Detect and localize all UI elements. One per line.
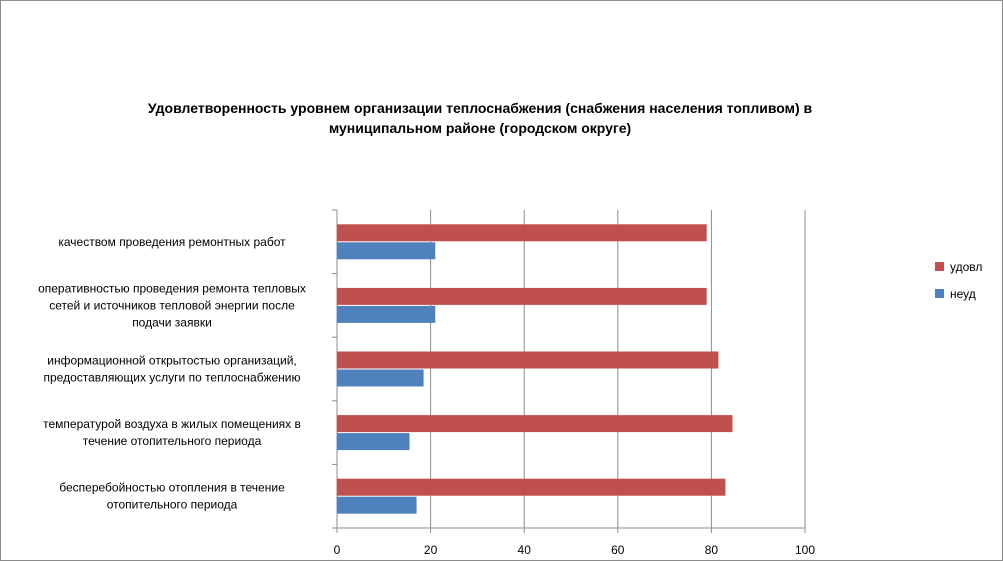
category-label-line: отопительного периода [107,498,238,512]
legend-label-neud: неуд [950,287,976,301]
category-label-line: температурой воздуха в жилых помещениях … [43,417,301,431]
category-label-0: качеством проведения ремонтных работ [58,235,286,249]
bar-neud-4 [337,496,417,514]
bar-neud-1 [337,305,436,323]
bar-udovl-3 [337,415,733,433]
category-label-line: информационной открытостью организаций, [47,354,297,368]
x-tick-label-40: 40 [518,543,532,557]
chart-title-line-1: Удовлетворенность уровнем организации те… [147,100,813,116]
bar-udovl-1 [337,287,707,305]
category-label-line: предоставляющих услуги по теплоснабжению [43,371,300,385]
category-label-1: оперативностью проведения ремонта теплов… [38,281,306,329]
category-label-line: сетей и источников тепловой энергии посл… [49,298,295,312]
bar-udovl-4 [337,478,726,496]
chart-title: Удовлетворенность уровнем организации те… [120,98,840,138]
legend-label-udovl: удовл [950,260,982,274]
category-label-2: информационной открытостью организаций, п… [43,354,300,385]
bar-udovl-2 [337,351,719,369]
legend-swatch-neud [935,289,944,298]
chart-title-line-2: муниципальном районе (городском округе) [328,120,632,136]
bar-neud-3 [337,433,410,451]
category-label-line: бесперебойностью отопления в течение [59,481,285,495]
category-label-line: подачи заявки [132,315,212,329]
category-label-3: температурой воздуха в жилых помещениях … [43,417,301,448]
x-tick-label-0: 0 [334,543,341,557]
legend-swatch-udovl [935,262,944,271]
bar-neud-0 [337,242,436,260]
bar-udovl-0 [337,224,707,242]
category-label-line: оперативностью проведения ремонта теплов… [38,281,306,295]
x-tick-label-100: 100 [795,543,815,557]
bar-neud-2 [337,369,424,387]
x-tick-label-60: 60 [611,543,625,557]
x-tick-label-20: 20 [424,543,438,557]
category-label-line: течение отопительного периода [83,434,262,448]
x-tick-label-80: 80 [705,543,719,557]
category-label-4: бесперебойностью отопления в течение отоп… [59,481,285,512]
category-label-line: качеством проведения ремонтных работ [58,235,286,249]
